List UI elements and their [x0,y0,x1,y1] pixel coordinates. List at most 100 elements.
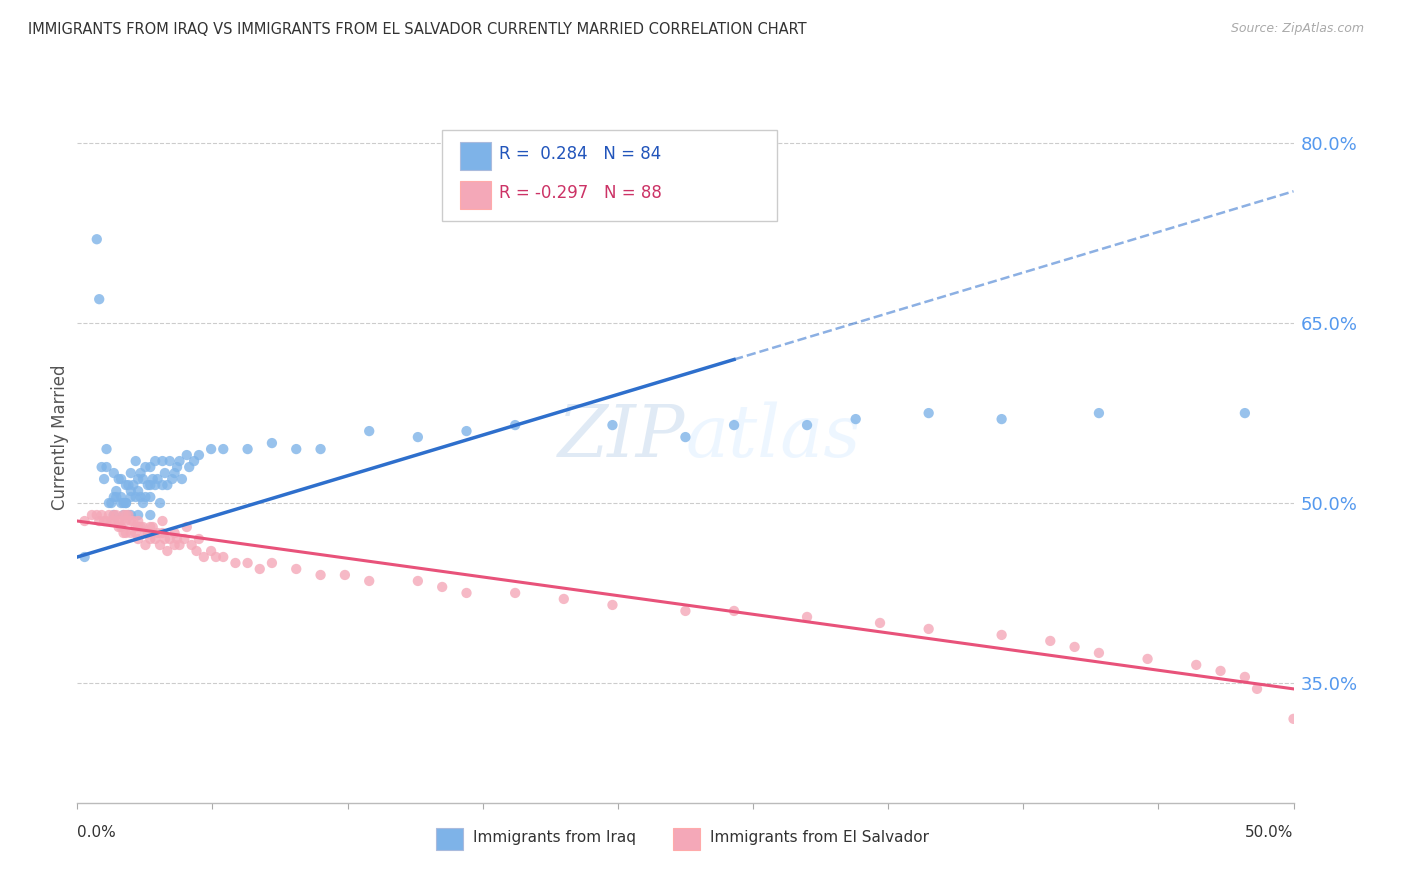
Bar [460,143,491,170]
Point [127,520,149,534]
Point [139,460,162,475]
Point [125,490,148,504]
Point [115,496,138,510]
Point [96,460,118,475]
Y-axis label: Currently Married: Currently Married [51,364,69,510]
Text: atlas: atlas [686,401,860,473]
Point [152,478,174,492]
Point [127,508,149,522]
Point [333,568,356,582]
Point [193,549,215,564]
Point [115,478,138,492]
Bar [436,829,463,850]
Point [143,532,166,546]
Point [120,514,142,528]
Point [159,532,181,546]
Point [115,514,138,528]
Point [86,508,108,522]
Point [110,514,132,528]
Point [200,442,222,456]
Point [212,442,235,456]
Point [156,544,179,558]
Point [1088,406,1111,420]
Point [132,496,155,510]
Point [89,292,111,306]
Point [1209,664,1232,678]
Text: Source: ZipAtlas.com: Source: ZipAtlas.com [1230,22,1364,36]
Point [156,478,179,492]
Bar [673,829,700,850]
Text: Immigrants from Iraq: Immigrants from Iraq [472,830,636,845]
Point [188,532,211,546]
Text: IMMIGRANTS FROM IRAQ VS IMMIGRANTS FROM EL SALVADOR CURRENTLY MARRIED CORRELATIO: IMMIGRANTS FROM IRAQ VS IMMIGRANTS FROM … [28,22,807,37]
Point [163,526,186,541]
Point [990,628,1012,642]
Point [205,549,228,564]
Point [143,478,166,492]
Point [359,424,381,438]
Point [112,508,135,522]
Point [143,454,166,468]
Point [73,549,96,564]
Point [170,472,193,486]
Point [1233,406,1256,420]
FancyBboxPatch shape [441,130,776,221]
Point [176,520,198,534]
Point [166,460,188,475]
Point [90,460,112,475]
Point [260,556,283,570]
Point [1088,646,1111,660]
Point [159,454,181,468]
Point [163,538,186,552]
Point [90,508,112,522]
Point [918,622,941,636]
Point [553,591,575,606]
Point [115,496,138,510]
Point [120,490,142,504]
Point [1063,640,1085,654]
Text: 50.0%: 50.0% [1246,825,1294,839]
Point [503,586,526,600]
Point [359,574,381,588]
Point [103,514,125,528]
Point [107,514,129,528]
Point [183,454,205,468]
Point [112,526,135,541]
Point [149,496,172,510]
Point [153,532,176,546]
Point [107,520,129,534]
Point [80,508,103,522]
Point [869,615,891,630]
Point [176,448,198,462]
Point [96,442,118,456]
Point [127,532,149,546]
Text: 0.0%: 0.0% [77,825,117,839]
Point [139,490,162,504]
Point [105,483,128,498]
Point [406,430,429,444]
Point [93,514,115,528]
Point [89,514,111,528]
Point [200,544,222,558]
Point [132,520,155,534]
Point [169,538,191,552]
Point [179,460,201,475]
Point [112,508,135,522]
Text: R =  0.284   N = 84: R = 0.284 N = 84 [499,145,662,163]
Point [142,520,165,534]
Point [115,526,138,541]
Point [675,430,697,444]
Point [139,478,162,492]
Text: Immigrants from El Salvador: Immigrants from El Salvador [710,830,929,845]
Point [103,466,125,480]
Point [796,610,818,624]
Point [105,508,128,522]
Point [112,496,135,510]
Point [173,532,195,546]
Point [127,483,149,498]
Point [97,508,120,522]
Point [309,442,332,456]
Point [309,568,332,582]
Point [139,508,162,522]
Point [110,520,132,534]
